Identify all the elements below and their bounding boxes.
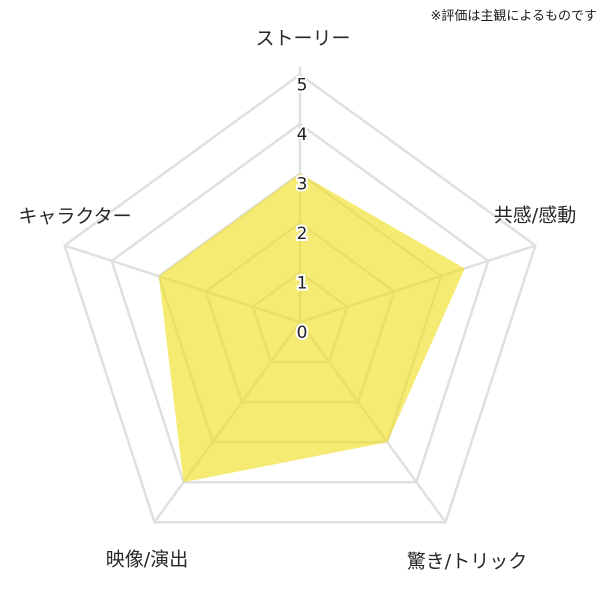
tick-label-1: 1 [297, 274, 308, 294]
disclaimer-note: ※評価は主観によるものです [430, 9, 597, 24]
tick-label-5: 5 [297, 76, 308, 96]
axis-label-visual: 映像/演出 [105, 548, 189, 571]
data-polygon [158, 173, 465, 483]
axis-label-story: ストーリー [255, 27, 351, 50]
tick-label-3: 3 [297, 175, 308, 195]
tick-label-0: 0 [297, 323, 308, 343]
tick-label-2: 2 [297, 224, 308, 244]
tick-label-4: 4 [297, 125, 308, 145]
axis-label-surprise: 驚き/トリック [406, 550, 528, 573]
grid-ring-5 [63, 72, 537, 524]
axis-label-character: キャラクター [18, 205, 132, 228]
axis-label-empathy: 共感/感動 [493, 204, 577, 227]
grid-ring-4 [110, 122, 490, 484]
